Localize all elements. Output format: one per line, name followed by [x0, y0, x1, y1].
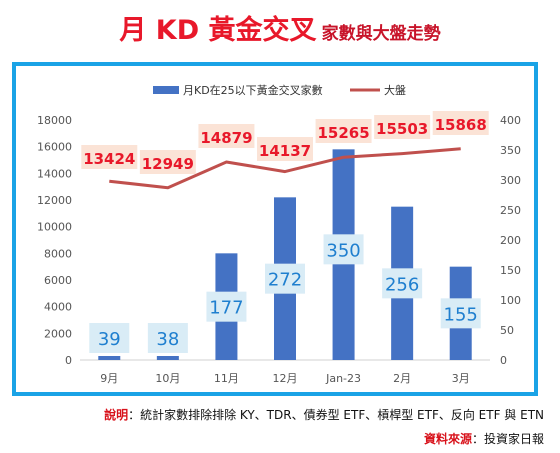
index-value-box [315, 119, 372, 143]
chart-title: 月 KD 黃金交叉 家數與大盤走勢 [0, 8, 560, 47]
index-value-box [432, 111, 489, 135]
source-label: 資料來源 [423, 432, 472, 446]
y-left-tick-label: 4000 [44, 301, 72, 314]
index-value-label: 15503 [376, 120, 428, 138]
x-tick-label: 3月 [452, 372, 470, 385]
y-right-tick-label: 250 [500, 204, 521, 217]
bar-value-box [382, 268, 423, 299]
y-right-tick-label: 100 [500, 294, 521, 307]
x-tick-label: 10月 [155, 372, 180, 385]
title-sub: 家數與大盤走勢 [321, 24, 441, 44]
bar-value-box [147, 323, 188, 353]
y-left-tick-label: 14000 [37, 167, 72, 180]
y-left-tick-label: 10000 [37, 221, 72, 234]
bar [156, 356, 179, 360]
y-right-tick-label: 350 [500, 144, 521, 157]
index-value-label: 12949 [142, 155, 194, 173]
source-note: 資料來源：投資家日報 [424, 430, 544, 447]
bar-value-box [265, 263, 305, 294]
x-tick-label: 11月 [214, 372, 239, 385]
index-value-box [198, 124, 255, 148]
bar-value-label: 39 [98, 329, 121, 350]
y-left-tick-label: 18000 [37, 114, 72, 127]
footnote: 說明：統計家數排除排除 KY、TDR、債券型 ETF、槓桿型 ETF、反向 ET… [104, 406, 544, 423]
index-value-label: 14879 [200, 129, 252, 147]
source-text: ：投資家日報 [471, 432, 544, 446]
index-line [109, 147, 461, 190]
footnote-label: 說明 [104, 408, 129, 422]
index-value-label: 15265 [317, 124, 369, 142]
y-left-tick-label: 6000 [44, 274, 72, 287]
bar-value-label: 350 [326, 240, 360, 261]
bar-value-label: 256 [385, 274, 419, 295]
index-value-label: 14137 [259, 142, 311, 160]
title-main: 月 KD 黃金交叉 [119, 15, 317, 46]
legend-bar-label: 月KD在25以下黃金交叉家數 [183, 83, 323, 97]
y-right-tick-label: 150 [500, 264, 521, 277]
bar-value-box [323, 234, 364, 265]
y-right-tick-label: 300 [500, 174, 521, 187]
x-tick-label: 2月 [393, 372, 411, 385]
x-tick-label: 9月 [100, 372, 118, 385]
bar-value-box [206, 291, 247, 322]
x-tick-label: 12月 [273, 372, 298, 385]
bar [98, 356, 121, 360]
y-right-tick-label: 400 [500, 114, 521, 127]
bar-value-label: 38 [156, 329, 179, 350]
index-value-box [139, 150, 196, 174]
y-right-tick-label: 200 [500, 234, 521, 247]
y-left-tick-label: 2000 [44, 327, 72, 340]
y-right-tick-label: 50 [500, 324, 514, 337]
y-left-tick-label: 12000 [37, 194, 72, 207]
bar-value-label: 177 [209, 298, 243, 319]
legend-bar-swatch [153, 86, 179, 94]
y-left-tick-label: 16000 [37, 141, 72, 154]
y-right-tick-label: 0 [500, 354, 507, 367]
index-value-label: 15868 [435, 116, 487, 134]
bar-value-box [89, 323, 130, 353]
y-left-tick-label: 8000 [44, 247, 72, 260]
legend-line-label: 大盤 [384, 83, 406, 97]
bar-value-label: 155 [444, 304, 478, 325]
y-left-tick-label: 0 [65, 354, 72, 367]
index-value-label: 13424 [83, 150, 135, 168]
index-value-box [257, 137, 313, 161]
index-value-box [81, 145, 138, 169]
x-tick-label: Jan-23 [325, 372, 361, 385]
bar-value-label: 272 [268, 270, 302, 291]
index-value-box [374, 115, 431, 139]
footnote-text: ：統計家數排除排除 KY、TDR、債券型 ETF、槓桿型 ETF、反向 ETF … [128, 408, 544, 422]
bar-value-box [440, 298, 481, 329]
